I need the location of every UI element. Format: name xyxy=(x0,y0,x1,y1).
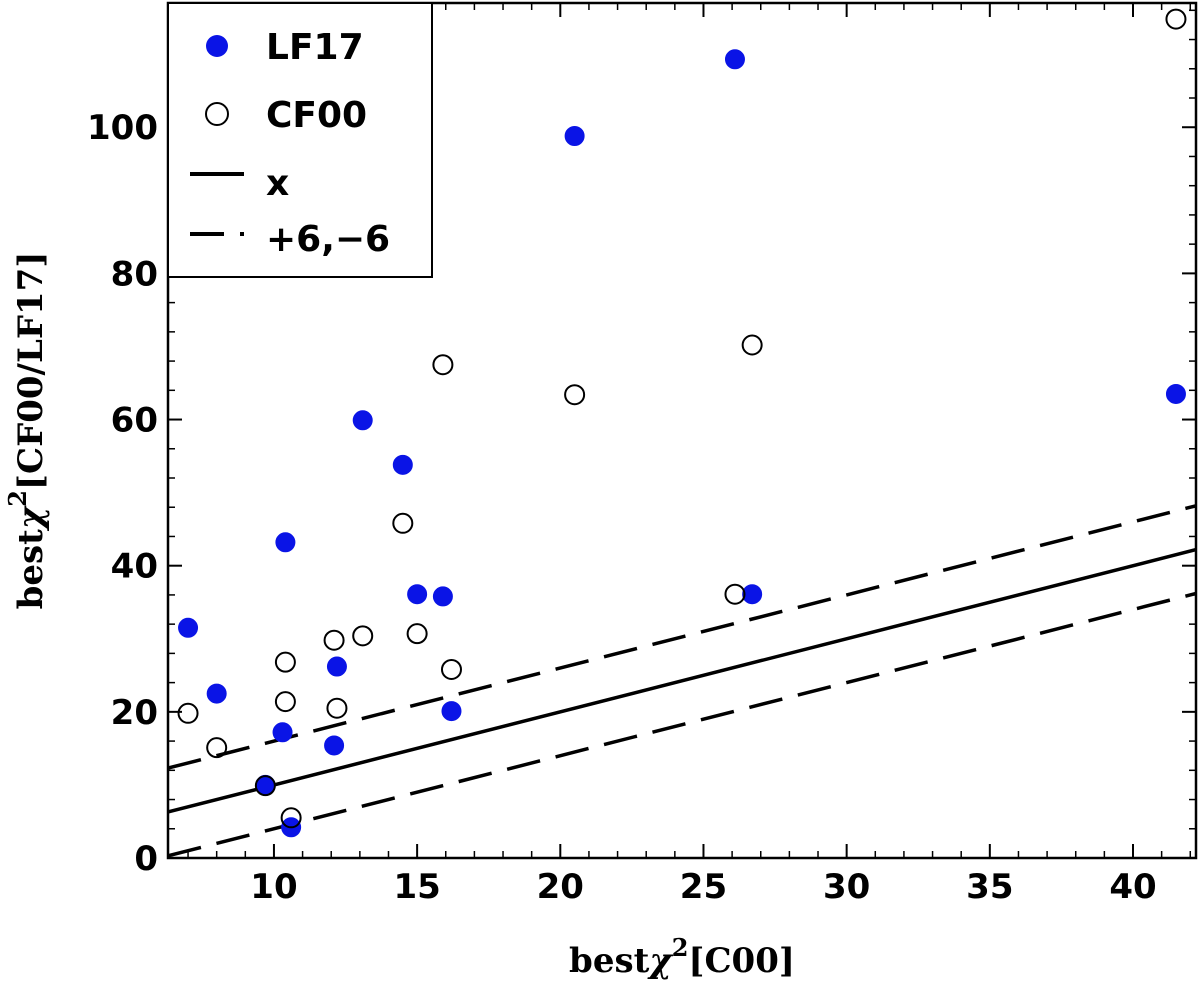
legend-label: LF17 xyxy=(266,27,364,68)
legend-entry-2: x xyxy=(190,163,289,204)
point-cf00-13 xyxy=(564,384,586,406)
legend-marker-open xyxy=(205,102,229,126)
reference-line-x xyxy=(168,547,1196,814)
point-cf00-16 xyxy=(1165,8,1187,30)
point-cf00-3 xyxy=(274,651,296,673)
y-axis-label-symbol: χ xyxy=(11,504,51,531)
y-tick-label: 80 xyxy=(111,254,158,294)
y-tick-label: 20 xyxy=(111,693,158,733)
x-tick-label: 10 xyxy=(250,867,297,907)
legend-label: +6,−6 xyxy=(266,219,390,260)
point-lf17-7 xyxy=(326,656,347,677)
point-lf17-3 xyxy=(272,722,293,743)
point-cf00-5 xyxy=(280,807,302,829)
point-cf00-4 xyxy=(274,691,296,713)
data-points xyxy=(177,8,1187,838)
legend-entry-1: CF00 xyxy=(205,95,367,136)
reference-line-minus6 xyxy=(168,591,1196,858)
point-lf17-8 xyxy=(352,410,373,431)
plot-frame xyxy=(166,1,1198,860)
point-cf00-15 xyxy=(741,334,763,356)
y-axis-label-sup: 2 xyxy=(3,490,32,507)
point-cf00-12 xyxy=(440,658,462,680)
legend-marker-filled xyxy=(206,35,228,57)
point-lf17-10 xyxy=(407,584,428,605)
point-lf17-12 xyxy=(441,701,462,722)
point-lf17-6 xyxy=(324,735,345,756)
y-axis-label-suffix: [CF00/LF17] xyxy=(11,252,51,490)
x-tick-label: 40 xyxy=(1109,867,1156,907)
point-cf00-14 xyxy=(724,583,746,605)
x-tick-label: 20 xyxy=(537,867,584,907)
legend-label: CF00 xyxy=(266,95,367,136)
point-cf00-6 xyxy=(323,629,345,651)
reference-lines xyxy=(168,504,1196,858)
x-tick-label: 25 xyxy=(680,867,727,907)
reference-line-plus6 xyxy=(168,504,1196,770)
point-lf17-4 xyxy=(275,532,296,553)
x-tick-label: 35 xyxy=(966,867,1013,907)
x-axis-label: bestχ2[C00] xyxy=(569,933,795,981)
point-cf00-0 xyxy=(177,702,199,724)
point-cf00-1 xyxy=(206,737,228,759)
point-lf17-14 xyxy=(724,49,745,70)
point-lf17-16 xyxy=(1165,383,1186,404)
y-tick-label: 100 xyxy=(87,108,158,148)
legend: LF17 CF00 x +6,−6 xyxy=(167,2,433,278)
y-axis-label-prefix: best xyxy=(11,529,51,610)
y-tick-label: 40 xyxy=(111,547,158,587)
point-lf17-9 xyxy=(392,454,413,475)
legend-entry-3: +6,−6 xyxy=(190,219,390,260)
point-cf00-9 xyxy=(392,512,414,534)
point-cf00-10 xyxy=(406,623,428,645)
point-lf17-0 xyxy=(178,617,199,638)
x-tick-label: 15 xyxy=(393,867,440,907)
axis-ticks: 10 15 20 25 30 35 40 0 20 40 60 80 100 xyxy=(87,3,1196,907)
y-tick-label: 60 xyxy=(111,401,158,441)
legend-entry-0: LF17 xyxy=(206,27,364,68)
x-axis-label-sup: 2 xyxy=(672,933,689,962)
point-lf17-15 xyxy=(742,584,763,605)
point-lf17-13 xyxy=(564,126,585,146)
point-cf00-8 xyxy=(352,625,374,647)
legend-label: x xyxy=(266,163,289,204)
y-axis-label: bestχ2[CF00/LF17] xyxy=(3,252,51,610)
x-axis-label-symbol: χ xyxy=(647,941,674,981)
point-cf00-7 xyxy=(326,697,348,719)
point-cf00-2 xyxy=(254,775,276,797)
y-tick-label: 0 xyxy=(134,839,158,879)
point-lf17-1 xyxy=(206,683,227,704)
x-tick-label: 30 xyxy=(823,867,870,907)
point-lf17-11 xyxy=(432,586,453,607)
x-axis-label-suffix: [C00] xyxy=(688,941,795,981)
x-axis-label-prefix: best xyxy=(569,941,650,981)
point-cf00-11 xyxy=(432,354,454,376)
